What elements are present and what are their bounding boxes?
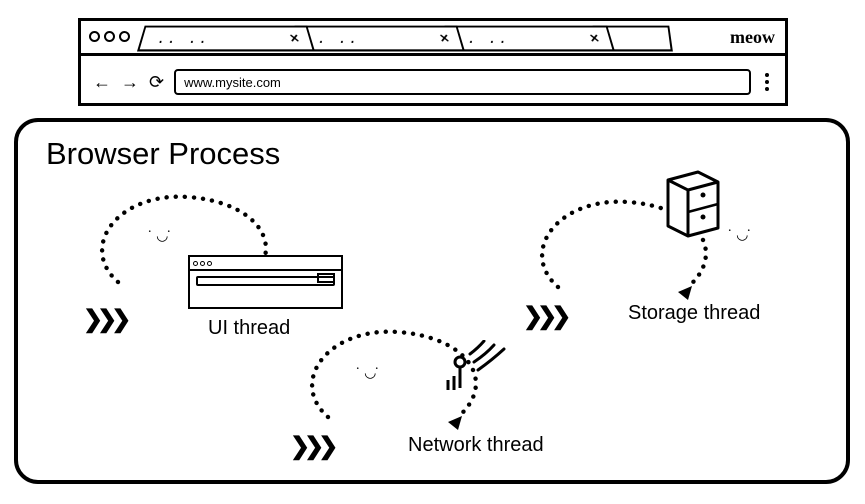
tab-close-icon[interactable]: × xyxy=(288,30,301,47)
smiley-icon: . .◡ xyxy=(148,225,177,241)
tab-title: .. .. xyxy=(456,31,511,47)
tab-close-icon[interactable]: × xyxy=(438,30,451,47)
storage-thread: . .◡ ❯❯❯ Storage thread xyxy=(518,172,798,322)
maximize-icon[interactable] xyxy=(119,31,130,42)
smiley-icon: . .◡ xyxy=(728,224,757,240)
smiley-icon: . .◡ xyxy=(356,362,385,378)
url-text: www.mysite.com xyxy=(184,75,281,90)
url-input[interactable]: www.mysite.com xyxy=(174,69,751,95)
back-button[interactable]: ← xyxy=(93,72,111,93)
tab-title: .. .. xyxy=(306,31,361,47)
menu-button[interactable] xyxy=(761,73,773,91)
network-thread: . .◡ ❯❯❯ Network thread xyxy=(298,322,558,472)
browser-process-box: Browser Process . .◡ ❯❯❯ UI thread . .◡ … xyxy=(14,118,850,484)
ui-device-icon xyxy=(188,255,343,309)
close-icon[interactable] xyxy=(89,31,100,42)
antenna-icon xyxy=(438,340,508,400)
reload-button[interactable]: ⟳ xyxy=(149,72,164,93)
thread-label: Storage thread xyxy=(628,302,760,325)
forward-button[interactable]: → xyxy=(121,72,139,93)
minimize-icon[interactable] xyxy=(104,31,115,42)
browser-window: .. .. × .. .. × .. .. × meow ← → ⟳ www.m… xyxy=(78,18,788,106)
thread-label: UI thread xyxy=(208,317,290,340)
tab[interactable]: .. .. × xyxy=(137,26,315,52)
chevrons-icon: ❯❯❯ xyxy=(523,302,565,331)
chevrons-icon: ❯❯❯ xyxy=(290,432,332,461)
divider xyxy=(81,53,785,56)
traffic-lights xyxy=(89,31,130,42)
tab-strip: .. .. × .. .. × .. .. × xyxy=(141,25,695,55)
ui-thread: . .◡ ❯❯❯ UI thread xyxy=(88,187,348,337)
thread-label: Network thread xyxy=(408,434,544,457)
tab-close-icon[interactable]: × xyxy=(588,30,601,47)
process-title: Browser Process xyxy=(46,136,280,172)
cabinet-icon xyxy=(658,162,728,242)
chevrons-icon: ❯❯❯ xyxy=(83,305,125,334)
tab-title: .. .. xyxy=(156,31,211,47)
brand-text: meow xyxy=(730,27,775,48)
nav-row: ← → ⟳ www.mysite.com xyxy=(81,61,785,103)
